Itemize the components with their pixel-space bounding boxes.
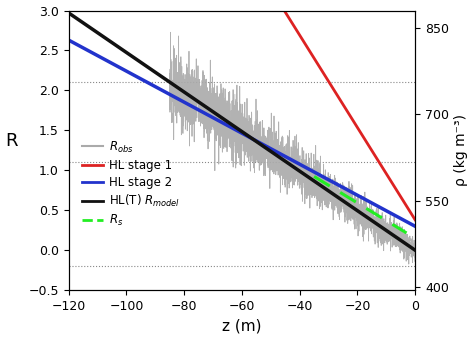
X-axis label: z (m): z (m) bbox=[222, 318, 262, 334]
Y-axis label: R: R bbox=[6, 132, 18, 151]
Legend: $R_{obs}$, HL stage 1, HL stage 2, HL(T) $R_{model}$, $R_s$: $R_{obs}$, HL stage 1, HL stage 2, HL(T)… bbox=[78, 136, 183, 232]
Y-axis label: ρ (kg m⁻³): ρ (kg m⁻³) bbox=[455, 114, 468, 186]
